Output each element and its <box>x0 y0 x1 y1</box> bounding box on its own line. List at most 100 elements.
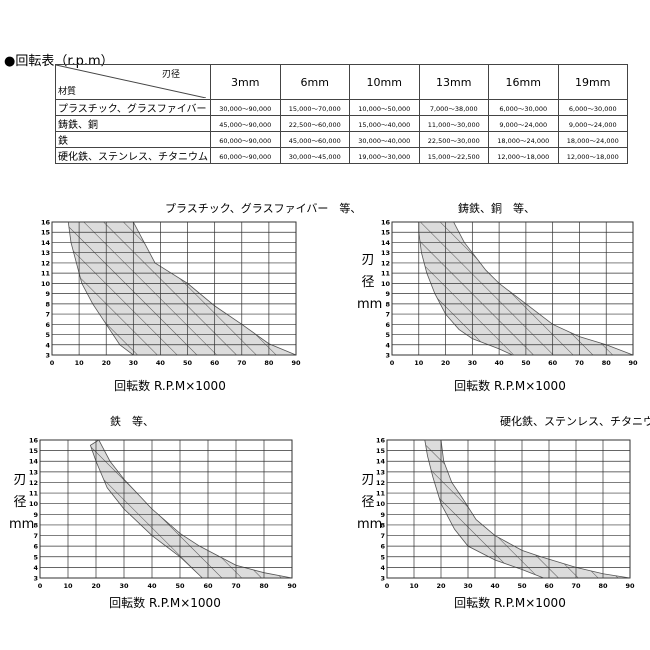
x-tick-label: 10 <box>63 582 73 590</box>
y-tick-label: 13 <box>381 249 390 257</box>
y-tick-label: 14 <box>381 239 391 247</box>
y-tick-label: 8 <box>45 300 50 308</box>
chart-title: 鉄 等、 <box>110 414 154 428</box>
y-tick-label: 10 <box>29 500 39 508</box>
x-tick-label: 10 <box>414 359 424 367</box>
y-tick-label: 11 <box>381 270 391 278</box>
chart-2: 3 4 5 6 7 8 9 10 11 12 13 14 15 16 0 10 20 30 40 50 60 70 80 90… <box>381 201 638 393</box>
diameter-header: 刃径 <box>161 70 180 80</box>
y-tick-label: 14 <box>376 458 386 466</box>
x-tick-label: 40 <box>156 359 166 367</box>
y-tick-label: 7 <box>380 532 385 540</box>
y-tick-label: 7 <box>33 532 38 540</box>
column-header: 6mm <box>279 64 350 100</box>
x-tick-label: 20 <box>436 582 446 590</box>
y-tick-label: 11 <box>376 490 386 498</box>
y-tick-label: 5 <box>45 331 50 339</box>
y-tick-label: 12 <box>41 259 50 267</box>
x-axis-label: 回転数 R.P.M×1000 <box>114 378 226 393</box>
x-tick-label: 0 <box>385 582 390 590</box>
material-cell: 硬化鉄、ステンレス、チタニウム <box>55 147 211 164</box>
y-tick-label: 12 <box>376 479 385 487</box>
y-tick-label: 6 <box>33 543 38 551</box>
rpm-cell: 30,000～45,000 <box>279 147 350 164</box>
y-tick-label: 6 <box>380 543 385 551</box>
y-tick-label: 16 <box>376 437 386 445</box>
y-tick-label: 6 <box>385 321 390 329</box>
y-tick-label: 7 <box>45 311 50 319</box>
x-tick-label: 30 <box>463 582 473 590</box>
y-tick-label: 11 <box>41 270 51 278</box>
rpm-cell: 6,000～30,000 <box>557 99 628 116</box>
rpm-cell: 19,000～30,000 <box>349 147 420 164</box>
x-tick-label: 60 <box>544 582 554 590</box>
y-tick-label: 12 <box>381 259 390 267</box>
y-tick-label: 9 <box>380 511 385 519</box>
y-tick-label: 5 <box>33 553 38 561</box>
table-row: 鉄 60,000～90,000 45,000～60,000 30,000～40,000… <box>55 131 628 148</box>
y-tick-label: 6 <box>45 321 50 329</box>
x-tick-label: 50 <box>175 582 185 590</box>
y-tick-label: 15 <box>376 447 386 455</box>
y-tick-label: 9 <box>385 290 390 298</box>
y-tick-label: 10 <box>376 500 386 508</box>
y-tick-label: 3 <box>33 575 38 583</box>
x-tick-label: 60 <box>203 582 213 590</box>
x-tick-label: 10 <box>75 359 85 367</box>
x-tick-label: 20 <box>91 582 101 590</box>
x-tick-label: 20 <box>441 359 451 367</box>
column-header: 10mm <box>349 64 420 100</box>
x-tick-label: 20 <box>102 359 112 367</box>
y-tick-label: 16 <box>381 219 391 227</box>
x-tick-label: 30 <box>129 359 139 367</box>
y-tick-label: 10 <box>381 280 391 288</box>
x-tick-label: 80 <box>602 359 612 367</box>
x-tick-label: 90 <box>625 582 635 590</box>
chart-title: プラスチック、グラスファイバー 等、 <box>165 201 361 215</box>
column-header: 3mm <box>210 64 281 100</box>
x-tick-label: 90 <box>628 359 638 367</box>
rpm-cell: 9,000～24,000 <box>557 115 628 132</box>
y-tick-label: 5 <box>380 553 385 561</box>
chart-3: 3 4 5 6 7 8 9 10 11 12 13 14 15 16 0 10 20 30 40 50 60 70 80 90… <box>29 414 297 610</box>
x-tick-label: 40 <box>490 582 500 590</box>
x-axis-label: 回転数 R.P.M×1000 <box>454 595 566 610</box>
y-tick-label: 13 <box>41 249 50 257</box>
y-tick-label: 4 <box>380 564 385 572</box>
rpm-cell: 15,000～22,500 <box>418 147 489 164</box>
y-tick-label: 9 <box>45 290 50 298</box>
x-tick-label: 60 <box>210 359 220 367</box>
y-tick-label: 3 <box>380 575 385 583</box>
x-tick-label: 40 <box>495 359 505 367</box>
chart-title: 硬化鉄、ステンレス、チタニウム 等、 <box>500 414 650 428</box>
y-tick-label: 15 <box>41 229 51 237</box>
x-axis-label: 回転数 R.P.M×1000 <box>109 595 221 610</box>
chart-1: 3 4 5 6 7 8 9 10 11 12 13 14 15 16 0 10 20 30 40 50 60 70 80 90… <box>41 201 361 393</box>
y-tick-label: 10 <box>41 280 51 288</box>
x-tick-label: 80 <box>264 359 274 367</box>
plot-area <box>39 439 293 579</box>
y-tick-label: 7 <box>385 311 390 319</box>
y-tick-label: 14 <box>41 239 51 247</box>
y-tick-label: 8 <box>385 300 390 308</box>
y-tick-label: 3 <box>45 352 50 360</box>
rpm-cell: 12,000～18,000 <box>488 147 559 164</box>
y-axis-label: 刃径 mm <box>357 253 383 312</box>
column-header: 19mm <box>557 64 628 100</box>
corner-header: 刃径 材質 <box>55 64 211 100</box>
x-tick-label: 70 <box>237 359 247 367</box>
y-tick-label: 15 <box>381 229 391 237</box>
y-tick-label: 8 <box>380 521 385 529</box>
y-tick-label: 4 <box>33 564 38 572</box>
x-tick-label: 70 <box>575 359 585 367</box>
x-tick-label: 30 <box>468 359 478 367</box>
y-tick-label: 16 <box>29 437 39 445</box>
y-tick-label: 12 <box>29 479 38 487</box>
chart-title: 鋳鉄、銅 等、 <box>458 201 535 215</box>
y-axis-label: 刃径 mm <box>9 473 35 532</box>
rpm-cell: 12,000～18,000 <box>557 147 628 164</box>
x-tick-label: 0 <box>50 359 55 367</box>
x-tick-label: 50 <box>517 582 527 590</box>
y-tick-label: 5 <box>385 331 390 339</box>
